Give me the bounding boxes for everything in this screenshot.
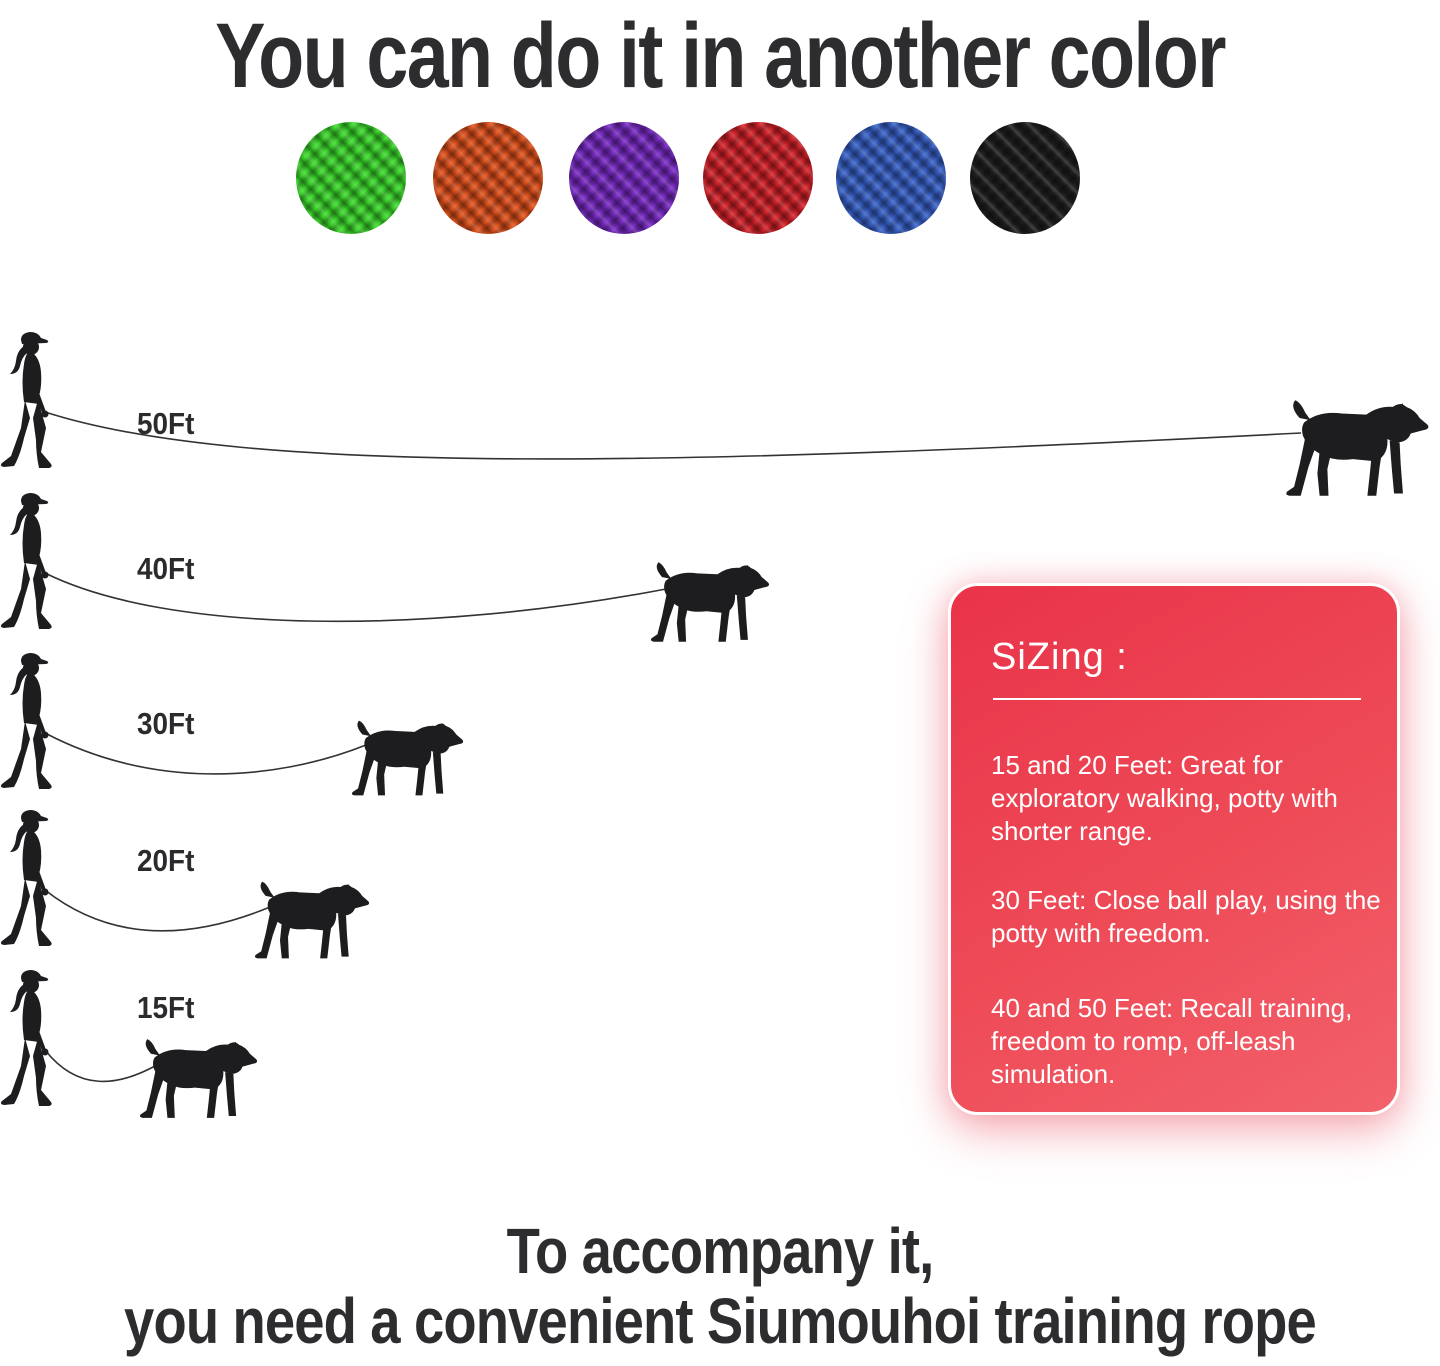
sizing-note-40-50ft: 40 and 50 Feet: Recall training, freedom…: [991, 993, 1353, 1089]
dog-silhouette: [352, 713, 465, 803]
leash-length-label: 20Ft: [137, 843, 195, 878]
dog-silhouette: [1286, 398, 1431, 498]
sizing-note-15-20ft: 15 and 20 Feet: Great for exploratory wa…: [991, 750, 1338, 846]
leash-line-15ft: [44, 1049, 156, 1083]
leash-line-20ft: [44, 889, 271, 932]
leash-line-50ft: [44, 411, 1302, 460]
person-silhouette: [0, 968, 56, 1118]
person-silhouette: [0, 491, 56, 641]
sizing-card-heading: SiZing :: [991, 636, 1128, 678]
footer-line-1: To accompany it,: [506, 1215, 935, 1287]
color-swatch-red: [703, 122, 813, 234]
person-silhouette: [0, 330, 56, 480]
color-swatch-orange: [433, 122, 543, 234]
color-swatch-black: [970, 122, 1080, 234]
color-swatch-blue: [836, 122, 946, 234]
person-silhouette: [0, 808, 56, 958]
footer-line-2: you need a convenient Siumouhoi training…: [124, 1285, 1317, 1357]
dog-silhouette: [651, 558, 771, 646]
color-swatch-green: [296, 122, 406, 234]
leash-length-label: 30Ft: [137, 706, 195, 741]
dog-silhouette: [140, 1036, 259, 1121]
page-title: You can do it in another color: [215, 5, 1226, 107]
sizing-card-divider: [993, 698, 1361, 700]
color-swatch-purple: [569, 122, 679, 234]
leash-length-label: 50Ft: [137, 406, 195, 441]
leash-length-label: 40Ft: [137, 551, 195, 586]
sizing-card: SiZing : 15 and 20 Feet: Great for explo…: [948, 583, 1400, 1115]
sizing-note-30ft: 30 Feet: Close ball play, using the pott…: [991, 885, 1381, 948]
leash-length-label: 15Ft: [137, 990, 195, 1025]
person-silhouette: [0, 651, 56, 801]
dog-silhouette: [255, 877, 371, 963]
leash-line-30ft: [44, 732, 367, 775]
leash-line-40ft: [44, 572, 667, 623]
